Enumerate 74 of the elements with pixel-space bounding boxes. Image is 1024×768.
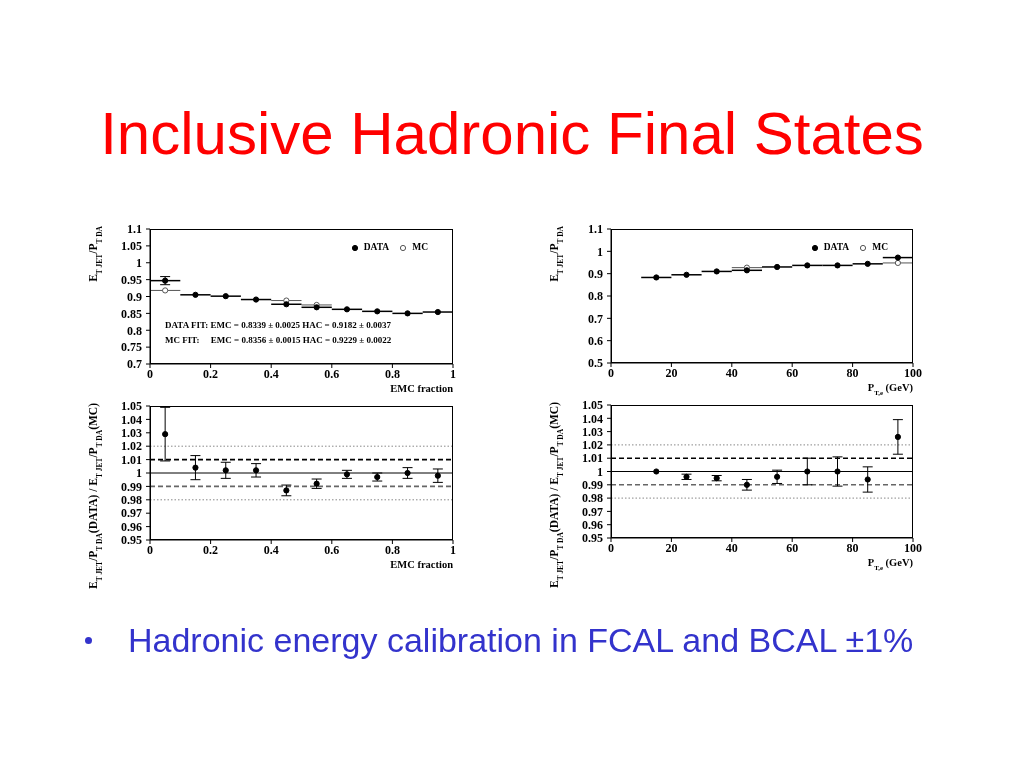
y-tick-label: 0.9 (588, 266, 603, 281)
annotation: DATA FIT: EMC = 0.8339 ± 0.0025 HAC = 0.9182 ± 0.0037 (165, 319, 392, 332)
x-tick-label: 60 (786, 540, 799, 555)
y-tick-label: 1.01 (582, 451, 603, 466)
x-tick-label: 0.8 (384, 366, 400, 381)
y-tick-label: 1.01 (121, 452, 142, 467)
x-tick-label: 100 (904, 365, 922, 380)
x-tick-label: 0 (147, 366, 153, 381)
y-tick-label: 0.7 (127, 357, 142, 372)
y-tick-label: 1.02 (121, 439, 142, 454)
y-tick-label: 0.96 (121, 519, 142, 534)
x-tick-label: 0 (147, 542, 153, 557)
x-tick-label: 1 (450, 542, 456, 557)
x-tick-label: 0.6 (324, 366, 340, 381)
x-tick-label: 0.4 (263, 366, 279, 381)
legend-label: DATA (823, 242, 850, 253)
y-tick-label: 1 (136, 466, 142, 481)
y-tick-label: 0.8 (588, 289, 603, 304)
x-tick-label: 0.6 (324, 542, 340, 557)
x-tick-label: 80 (846, 365, 859, 380)
y-tick-label: 0.97 (582, 504, 603, 519)
y-tick-label: 1.05 (121, 399, 142, 414)
legend-label: MC (412, 242, 428, 253)
x-tick-label: 0.2 (203, 542, 219, 557)
y-tick-label: 0.7 (588, 311, 603, 326)
y-tick-label: 1.1 (588, 222, 603, 237)
annotation: MC FIT: EMC = 0.8356 ± 0.0015 HAC = 0.9229 ± 0.0022 (165, 334, 392, 347)
y-tick-label: 0.8 (127, 323, 142, 338)
legend-label: DATA (363, 242, 390, 253)
x-axis-title: P$_{T,e}$ (GeV) (867, 382, 914, 396)
y-tick-label: 1.03 (121, 426, 142, 441)
y-tick-label: 0.95 (121, 533, 142, 548)
y-tick-label: 0.96 (582, 517, 603, 532)
y-tick-label: 1.02 (582, 438, 603, 453)
y-tick-label: 0.9 (127, 289, 142, 304)
y-tick-label: 1 (597, 244, 603, 259)
text: Hadronic energy calibration in FCAL and BCAL ±1% (128, 621, 914, 659)
x-tick-label: 20 (665, 365, 678, 380)
y-tick-label: 1.03 (582, 424, 603, 439)
y-tick-label: 0.97 (121, 506, 142, 521)
x-tick-label: 1 (450, 366, 456, 381)
y-tick-label: 0.98 (121, 493, 142, 508)
y-tick-label: 0.95 (121, 272, 142, 287)
y-tick-label: 0.85 (121, 306, 142, 321)
x-tick-label: 20 (665, 540, 678, 555)
legend-label: MC (872, 242, 888, 253)
x-tick-label: 0 (608, 540, 614, 555)
x-tick-label: 0.2 (203, 366, 219, 381)
y-tick-label: 0.95 (582, 531, 603, 546)
y-tick-label: 1.1 (127, 222, 142, 237)
x-tick-label: 0 (608, 365, 614, 380)
text: Inclusive Hadronic Final States (99, 100, 925, 167)
x-tick-label: 80 (846, 540, 859, 555)
y-tick-label: 1 (136, 256, 142, 271)
y-tick-label: 0.6 (588, 333, 603, 348)
x-tick-label: 0.4 (263, 542, 279, 557)
y-tick-label: 0.98 (582, 491, 603, 506)
x-tick-label: 40 (725, 540, 738, 555)
y-tick-label: 1.04 (582, 411, 603, 426)
x-axis-title: P$_{T,e}$ (GeV) (867, 557, 914, 571)
y-tick-label: 0.99 (582, 478, 603, 493)
x-tick-label: 40 (725, 365, 738, 380)
y-tick-label: 0.75 (121, 340, 142, 355)
x-tick-label: 60 (786, 365, 799, 380)
x-tick-label: 0.8 (384, 542, 400, 557)
x-axis-title: EMC fraction (390, 559, 454, 570)
y-tick-label: 1.05 (582, 398, 603, 413)
y-tick-label: 1.05 (121, 239, 142, 254)
x-axis-title: EMC fraction (390, 383, 454, 394)
y-tick-label: 0.99 (121, 479, 142, 494)
y-tick-label: 1 (597, 464, 603, 479)
x-tick-label: 100 (904, 540, 922, 555)
y-tick-label: 1.04 (121, 412, 142, 427)
y-tick-label: 0.5 (588, 356, 603, 371)
